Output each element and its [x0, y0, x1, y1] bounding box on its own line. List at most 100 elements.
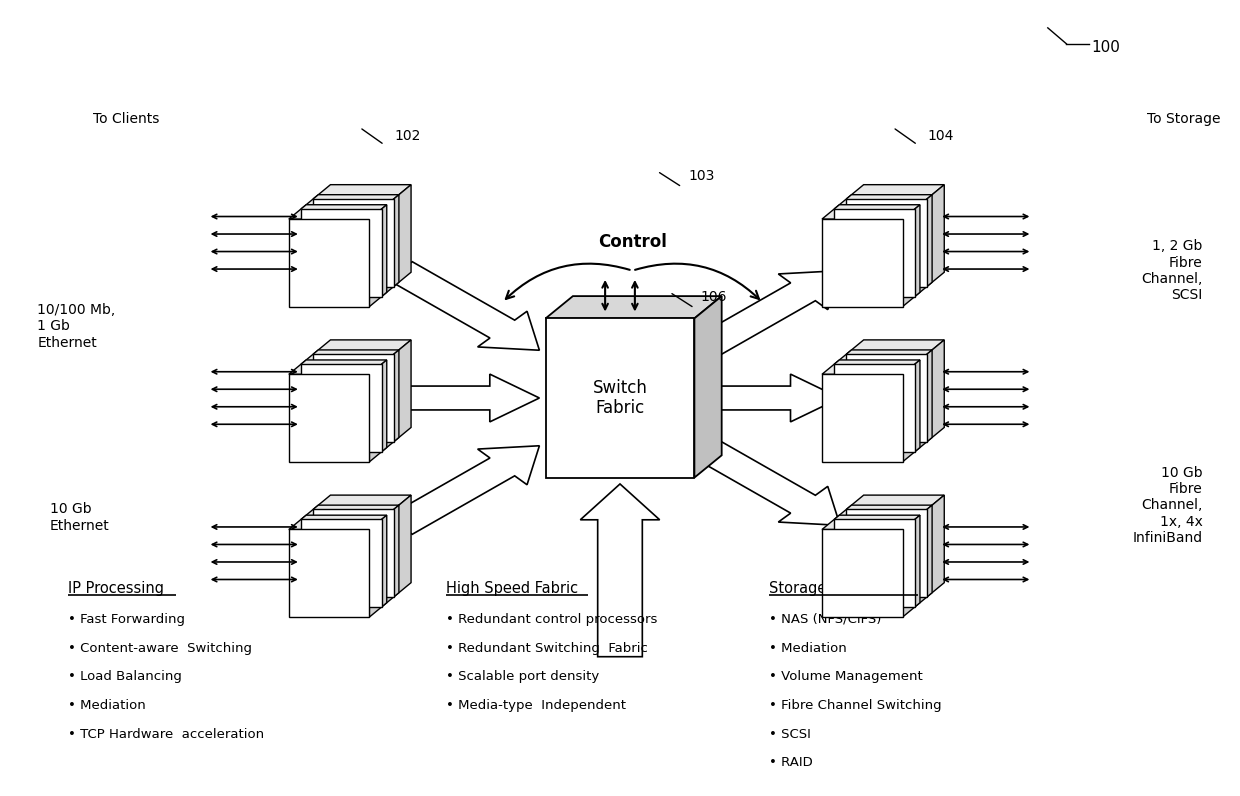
Polygon shape — [382, 195, 399, 297]
Text: Control: Control — [598, 232, 667, 251]
Text: • Volume Management: • Volume Management — [769, 670, 923, 683]
Polygon shape — [370, 515, 387, 617]
Polygon shape — [394, 185, 412, 287]
Polygon shape — [382, 505, 399, 607]
Text: • Fast Forwarding: • Fast Forwarding — [68, 613, 185, 626]
Polygon shape — [289, 515, 387, 529]
Text: • Redundant Switching  Fabric: • Redundant Switching Fabric — [446, 642, 649, 654]
Text: • Media-type  Independent: • Media-type Independent — [446, 699, 626, 712]
Text: 1, 2 Gb
Fibre
Channel,
SCSI: 1, 2 Gb Fibre Channel, SCSI — [1142, 240, 1203, 302]
Polygon shape — [926, 340, 945, 442]
Polygon shape — [382, 350, 399, 452]
Polygon shape — [312, 354, 394, 442]
Polygon shape — [301, 350, 399, 365]
Polygon shape — [312, 199, 394, 287]
Polygon shape — [289, 219, 370, 306]
Text: • Mediation: • Mediation — [769, 642, 847, 654]
Text: • NAS (NFS/CIFS): • NAS (NFS/CIFS) — [769, 613, 882, 626]
Polygon shape — [546, 318, 694, 478]
Polygon shape — [394, 340, 412, 442]
Polygon shape — [688, 271, 841, 359]
Polygon shape — [915, 350, 932, 452]
Text: 103: 103 — [688, 169, 714, 183]
Text: SP: SP — [878, 546, 895, 560]
Polygon shape — [846, 185, 945, 199]
Polygon shape — [903, 515, 920, 617]
Text: To Storage: To Storage — [1147, 112, 1220, 127]
Polygon shape — [846, 199, 926, 287]
Text: High Speed Fabric: High Speed Fabric — [446, 581, 579, 596]
Polygon shape — [312, 495, 412, 509]
Polygon shape — [822, 205, 920, 219]
Text: 10 Gb
Ethernet: 10 Gb Ethernet — [50, 502, 109, 533]
Text: 100: 100 — [1091, 40, 1120, 55]
Polygon shape — [903, 205, 920, 306]
Polygon shape — [903, 360, 920, 462]
Polygon shape — [822, 374, 903, 462]
Polygon shape — [301, 505, 399, 520]
Polygon shape — [312, 509, 394, 597]
Text: 10 Gb
Fibre
Channel,
1x, 4x
InfiniBand: 10 Gb Fibre Channel, 1x, 4x InfiniBand — [1132, 466, 1203, 544]
Polygon shape — [835, 350, 932, 365]
Polygon shape — [926, 185, 945, 287]
Polygon shape — [289, 360, 387, 374]
Polygon shape — [301, 209, 382, 297]
Polygon shape — [301, 195, 399, 209]
Text: • Load Balancing: • Load Balancing — [68, 670, 182, 683]
Text: • SCSI: • SCSI — [769, 728, 811, 740]
Polygon shape — [846, 354, 926, 442]
Text: Storage Processing: Storage Processing — [769, 581, 909, 596]
Text: • Fibre Channel Switching: • Fibre Channel Switching — [769, 699, 941, 712]
Text: 106: 106 — [701, 290, 727, 304]
Polygon shape — [370, 205, 387, 306]
Polygon shape — [835, 195, 932, 209]
Polygon shape — [701, 374, 841, 422]
Polygon shape — [822, 529, 903, 617]
Text: • Content-aware  Switching: • Content-aware Switching — [68, 642, 252, 654]
Text: • Scalable port density: • Scalable port density — [446, 670, 600, 683]
Text: • Redundant control processors: • Redundant control processors — [446, 613, 657, 626]
Polygon shape — [370, 360, 387, 462]
Polygon shape — [926, 495, 945, 597]
Polygon shape — [915, 195, 932, 297]
Polygon shape — [835, 520, 915, 607]
Polygon shape — [289, 374, 370, 462]
Polygon shape — [394, 495, 412, 597]
Polygon shape — [404, 374, 539, 422]
Polygon shape — [388, 446, 539, 534]
Text: SP: SP — [878, 391, 895, 405]
Polygon shape — [915, 505, 932, 607]
Polygon shape — [388, 262, 539, 350]
Text: • Mediation: • Mediation — [68, 699, 146, 712]
Polygon shape — [822, 515, 920, 529]
Polygon shape — [688, 437, 841, 525]
Text: SP: SP — [878, 236, 895, 250]
Polygon shape — [835, 209, 915, 297]
Polygon shape — [580, 484, 660, 657]
Polygon shape — [312, 185, 412, 199]
Polygon shape — [846, 495, 945, 509]
Polygon shape — [822, 219, 903, 306]
Polygon shape — [289, 529, 370, 617]
Text: 10/100 Mb,
1 Gb
Ethernet: 10/100 Mb, 1 Gb Ethernet — [37, 303, 115, 349]
Polygon shape — [822, 360, 920, 374]
Polygon shape — [301, 365, 382, 452]
Text: IP: IP — [347, 546, 360, 560]
Text: Switch
Fabric: Switch Fabric — [593, 379, 647, 417]
Polygon shape — [289, 205, 387, 219]
Text: • RAID: • RAID — [769, 756, 812, 769]
Polygon shape — [846, 340, 945, 354]
Polygon shape — [312, 340, 412, 354]
Text: IP: IP — [347, 236, 360, 250]
Text: 104: 104 — [928, 129, 954, 143]
Text: • TCP Hardware  acceleration: • TCP Hardware acceleration — [68, 728, 264, 740]
Polygon shape — [835, 505, 932, 520]
Text: To Clients: To Clients — [93, 112, 160, 127]
Polygon shape — [301, 520, 382, 607]
Polygon shape — [835, 365, 915, 452]
Text: IP Processing: IP Processing — [68, 581, 164, 596]
Polygon shape — [546, 296, 722, 318]
Polygon shape — [846, 509, 926, 597]
Text: 102: 102 — [394, 129, 420, 143]
Text: IP: IP — [347, 391, 360, 405]
